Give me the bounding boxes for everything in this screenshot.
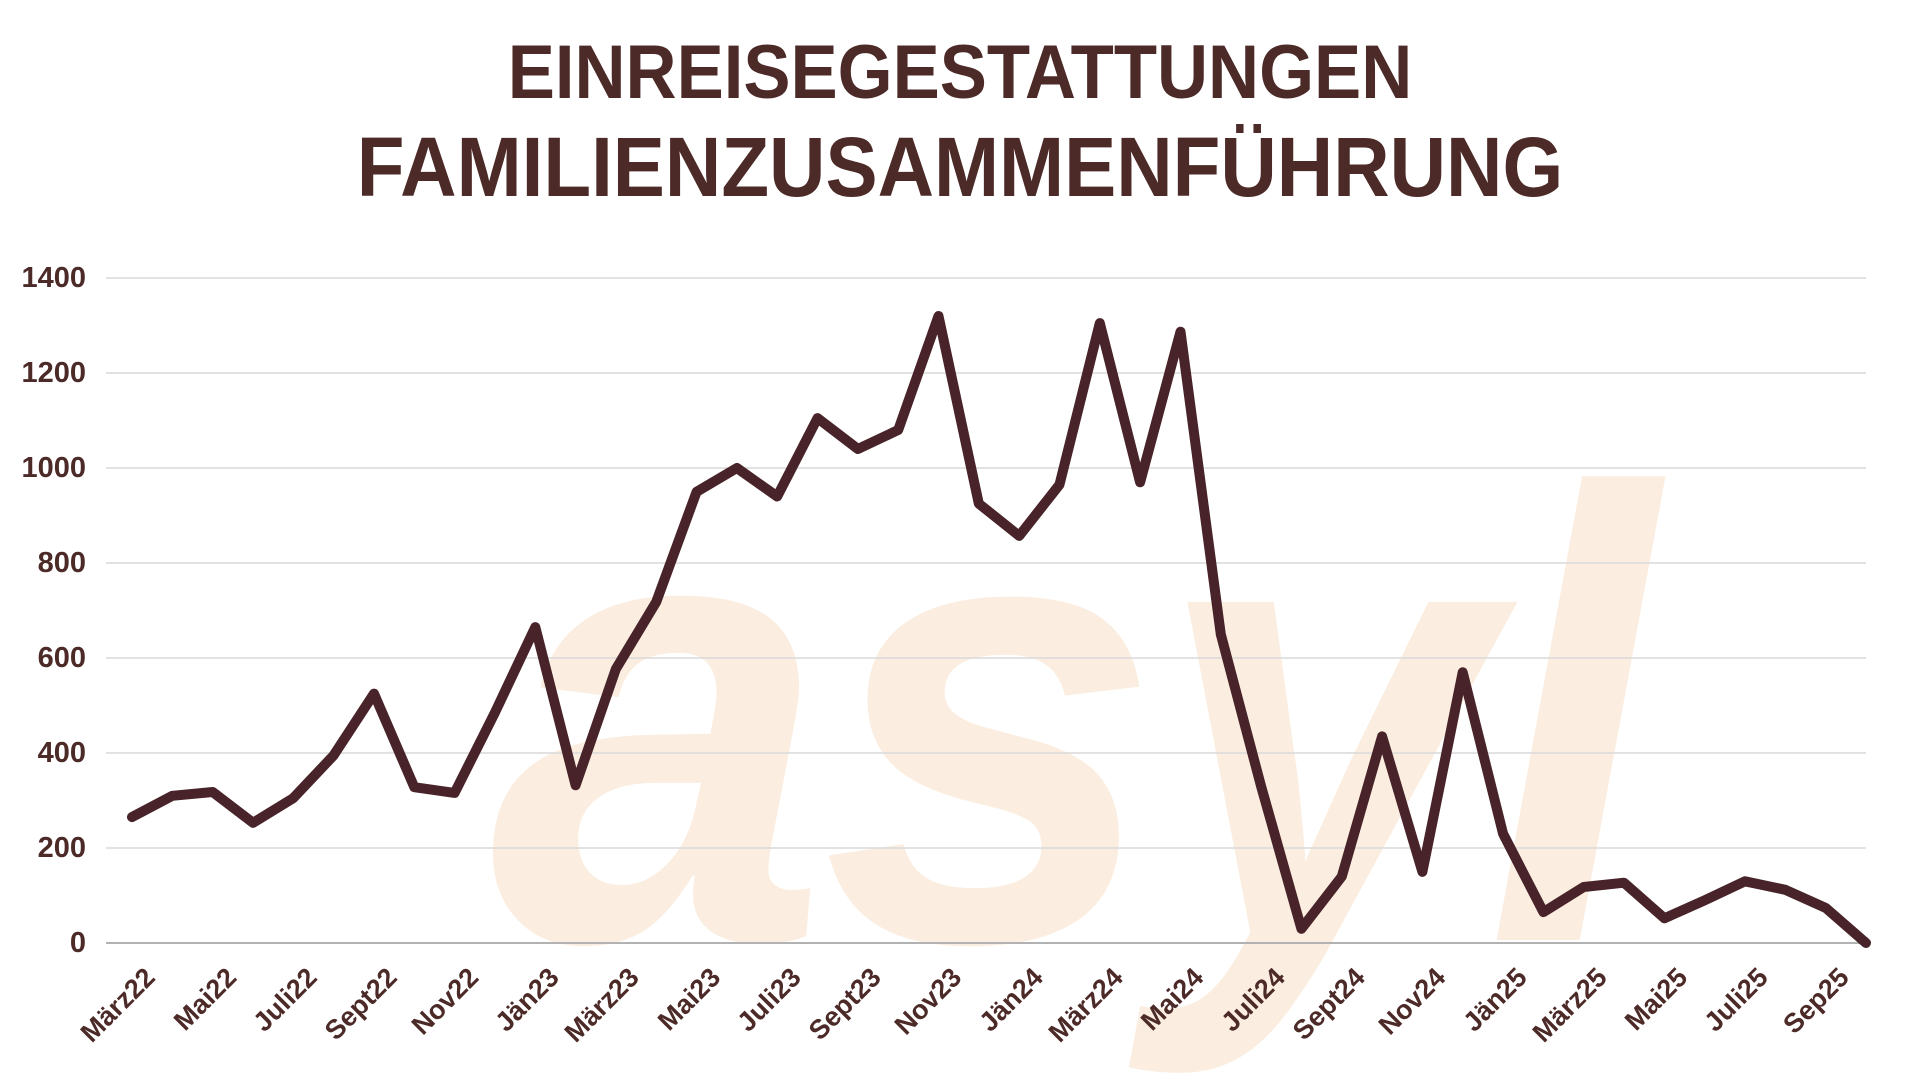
y-axis-tick-label: 1200 [21,357,86,389]
y-axis-tick-label: 0 [69,927,86,959]
chart-title-line2: FAMILIENZUSAMMENFÜHRUNG [356,120,1564,214]
chart-title-line1: EINREISEGESTATTUNGEN [507,30,1413,115]
y-axis-tick-label: 1400 [21,262,86,294]
gridlines [106,277,1866,944]
y-axis-tick-label: 400 [37,737,86,769]
data-line [127,311,1871,948]
y-axis-tick-label: 800 [37,547,86,579]
y-axis-tick-label: 600 [37,642,86,674]
y-axis-tick-label: 200 [37,832,86,864]
asyl-watermark: asyl [490,361,1655,1076]
y-axis-tick-label: 1000 [21,452,86,484]
